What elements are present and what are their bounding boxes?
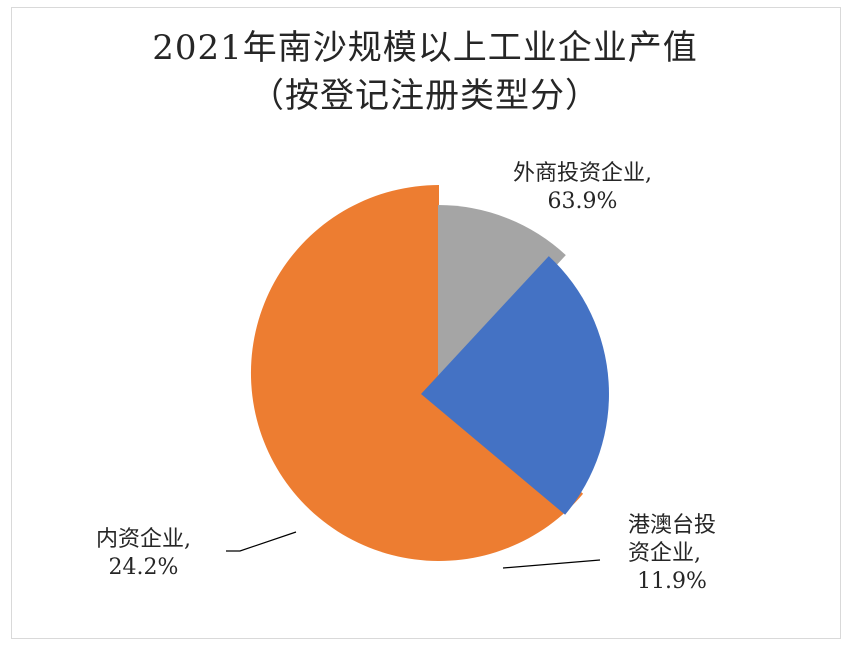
leader-line-hkmt (502, 559, 601, 569)
data-label-hkmt-value: 11.9% (637, 569, 707, 594)
chart-title-line2: （按登记注册类型分） (250, 76, 600, 116)
data-label-hkmt-name2: 资企业, (628, 541, 701, 566)
data-label-foreign-name: 外商投资企业, (513, 161, 652, 186)
data-label-domestic-value: 24.2% (108, 555, 179, 580)
chart-title-line1: 2021年南沙规模以上工业企业产值 (152, 28, 698, 68)
data-label-foreign: 外商投资企业, 63.9% (513, 160, 652, 216)
pie-slice-foreign-investment[interactable] (250, 184, 584, 561)
data-label-hkmt: 港澳台投 资企业, 11.9% (628, 512, 716, 596)
leader-line-domestic (226, 531, 297, 552)
data-label-foreign-value: 63.9% (547, 189, 618, 214)
pie-slice-domestic[interactable] (421, 256, 609, 515)
data-label-domestic-name: 内资企业, (96, 527, 191, 552)
data-label-domestic: 内资企业, 24.2% (96, 526, 191, 582)
data-label-hkmt-name1: 港澳台投 (628, 513, 717, 538)
